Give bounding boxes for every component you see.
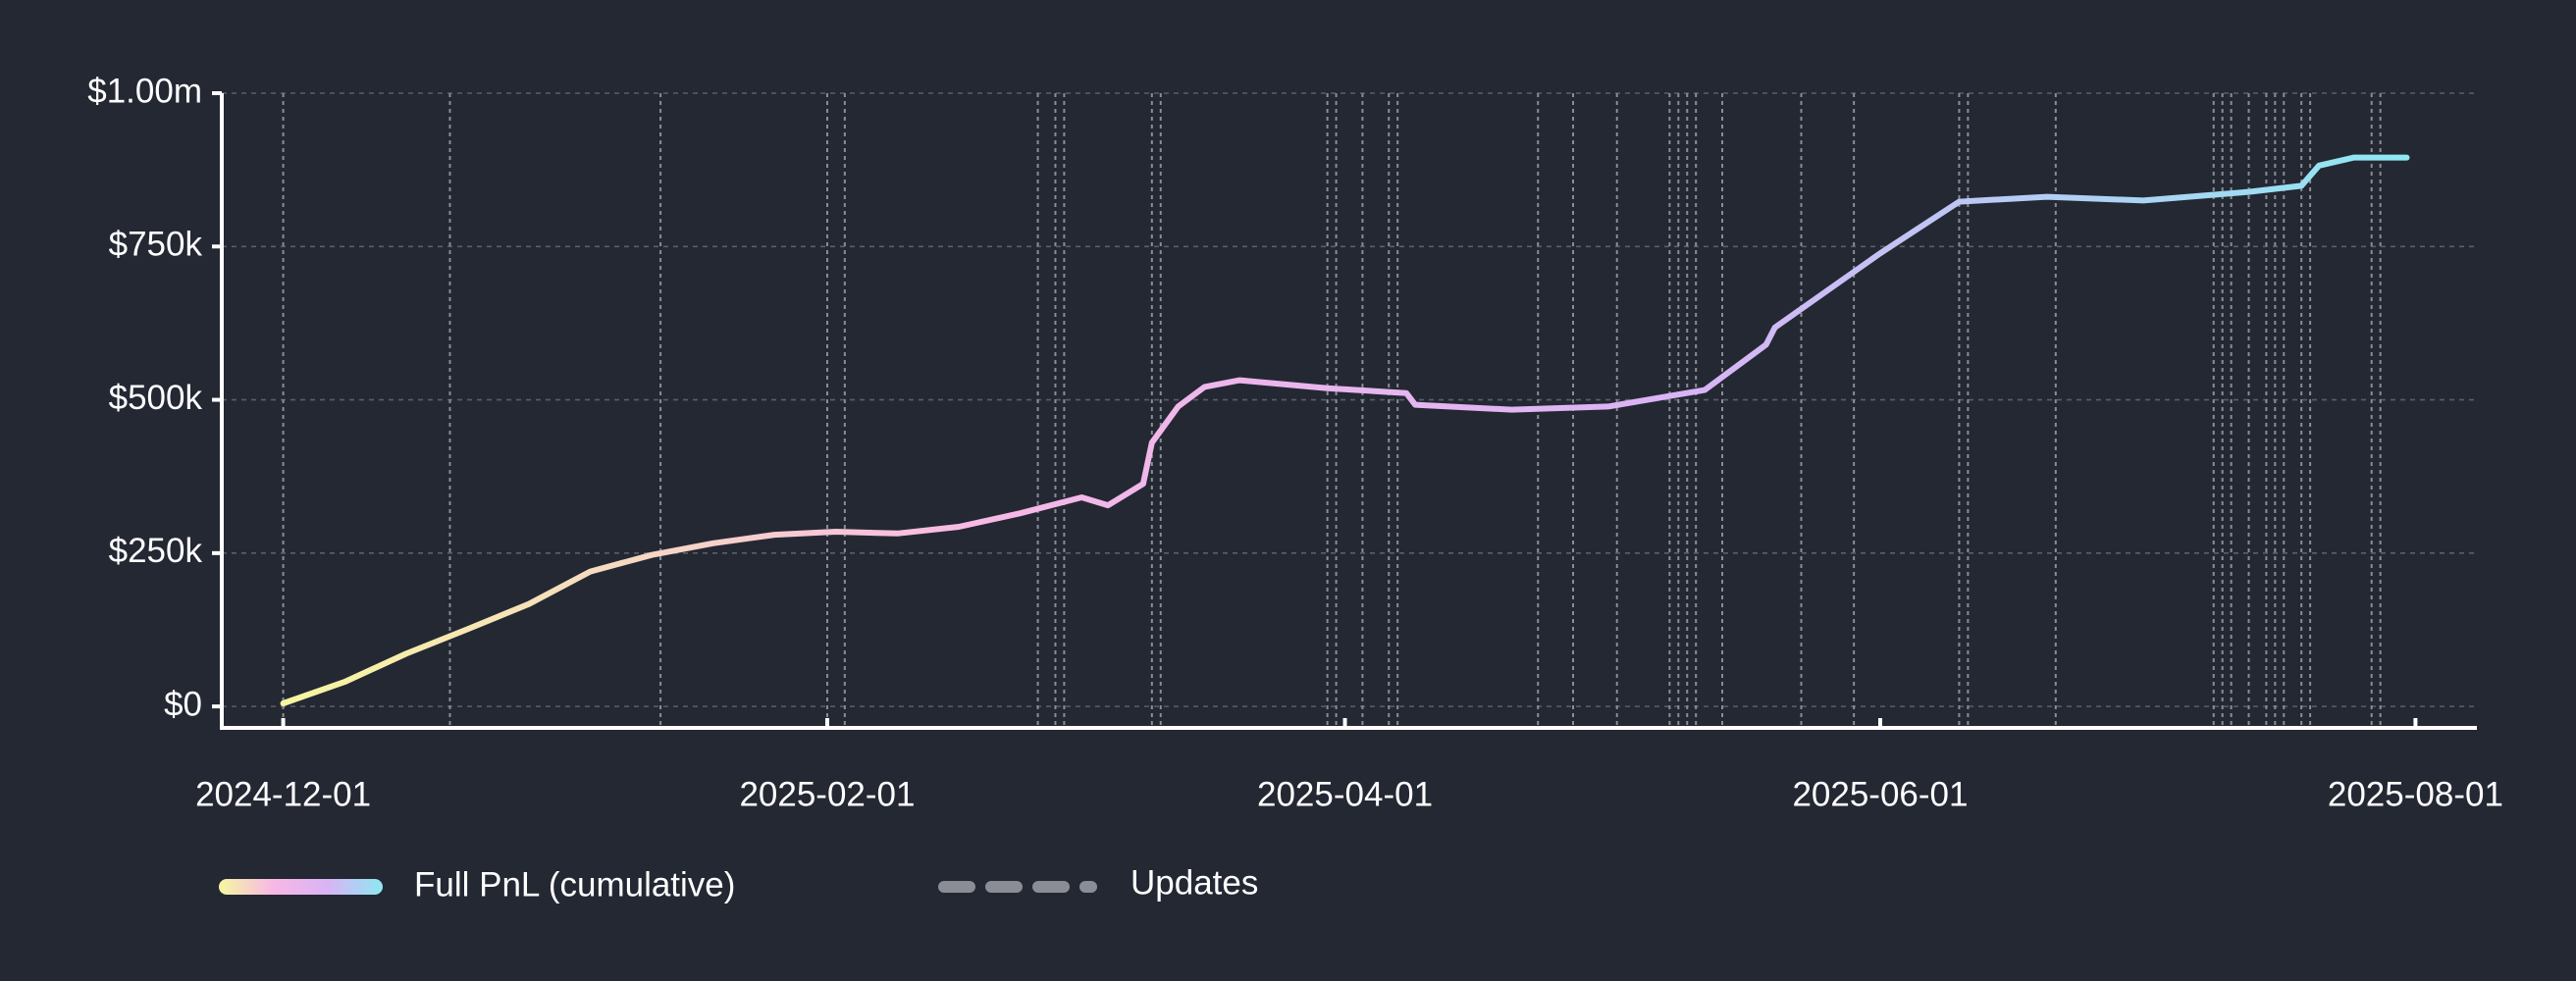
y-tick-label: $750k <box>109 226 203 264</box>
legend-label: Updates <box>1130 863 1258 902</box>
x-tick-label: 2025-06-01 <box>1792 775 1968 813</box>
x-tick-label: 2025-02-01 <box>739 775 915 813</box>
legend-label: Full PnL (cumulative) <box>414 865 735 904</box>
y-tick-label: $1.00m <box>87 72 202 110</box>
y-tick-label: $500k <box>109 379 203 417</box>
y-tick-label: $250k <box>109 532 203 570</box>
pnl-line <box>280 154 2410 706</box>
x-tick-label: 2024-12-01 <box>195 775 371 813</box>
x-tick-label: 2025-08-01 <box>2328 775 2503 813</box>
legend-swatch <box>219 879 383 895</box>
y-tick-label: $0 <box>164 685 202 723</box>
x-tick-label: 2025-04-01 <box>1257 775 1433 813</box>
